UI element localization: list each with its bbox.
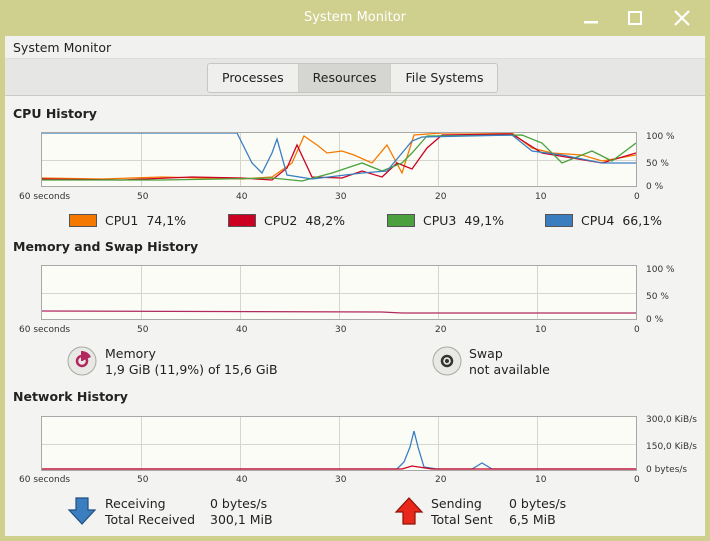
cpu-xtick-20: 20 [435, 192, 447, 202]
cpu-xtick-50: 50 [137, 192, 149, 202]
tab-processes[interactable]: Processes [208, 64, 299, 92]
legend-cpu4[interactable]: CPU4 66,1% [545, 213, 662, 228]
memory-trace [42, 310, 636, 314]
cpu2-value: 48,2% [305, 213, 346, 228]
cpu-history-plot [42, 133, 636, 186]
sending-info: Sending Total Sent [431, 496, 493, 528]
cpu1-swatch[interactable] [69, 214, 97, 227]
cpu4-label: CPU4 [581, 213, 615, 228]
cpu-ytick-0: 0 % [646, 182, 664, 192]
toolbar: Processes Resources File Systems [5, 58, 705, 96]
cpu-history-title: CPU History [13, 106, 97, 121]
network-history-plot [42, 417, 636, 470]
minimize-icon [584, 21, 598, 24]
net-ytick-150: 150,0 KiB/s [646, 442, 697, 452]
cpu-xtick-60: 60 seconds [19, 192, 71, 202]
net-xtick-0: 0 [634, 475, 640, 485]
close-icon [674, 10, 690, 26]
net-xtick-40: 40 [236, 475, 248, 485]
net-xtick-10: 10 [535, 475, 547, 485]
net-xtick-50: 50 [137, 475, 149, 485]
cpu-xtick-40: 40 [236, 192, 248, 202]
total-received-value: 300,1 MiB [210, 512, 273, 527]
network-history-graph [41, 416, 637, 471]
minimize-button[interactable] [580, 8, 602, 28]
swap-info: Swap not available [469, 346, 550, 378]
title-bar: System Monitor [0, 0, 710, 36]
cpu4-trace [42, 133, 636, 180]
cpu-ytick-50: 50 % [646, 159, 669, 169]
tab-resources[interactable]: Resources [298, 64, 392, 92]
cpu3-label: CPU3 [423, 213, 457, 228]
memory-pie-icon[interactable] [67, 346, 97, 376]
total-received-label: Total Received [105, 512, 196, 527]
cpu4-value: 66,1% [622, 213, 663, 228]
cpu3-swatch[interactable] [387, 214, 415, 227]
mem-xtick-20: 20 [435, 325, 447, 335]
cpu-history-graph [41, 132, 637, 187]
net-xtick-30: 30 [335, 475, 347, 485]
cpu-ytick-100: 100 % [646, 132, 675, 142]
memory-label: Memory [105, 346, 156, 361]
sending-label: Sending [431, 496, 482, 511]
memory-value: 1,9 GiB (11,9%) of 15,6 GiB [105, 362, 278, 377]
mem-xtick-30: 30 [335, 325, 347, 335]
legend-cpu1[interactable]: CPU1 74,1% [69, 213, 186, 228]
receiving-arrow-icon[interactable] [67, 496, 97, 526]
memory-history-title: Memory and Swap History [13, 239, 199, 254]
mem-xtick-40: 40 [236, 325, 248, 335]
sending-arrow-icon[interactable] [394, 496, 424, 526]
cpu-xtick-10: 10 [535, 192, 547, 202]
cpu-xtick-0: 0 [634, 192, 640, 202]
net-xtick-20: 20 [435, 475, 447, 485]
swap-value: not available [469, 362, 550, 377]
cpu4-swatch[interactable] [545, 214, 573, 227]
main-window: System Monitor Processes Resources File … [5, 36, 705, 536]
cpu3-trace [42, 134, 636, 182]
app-menu[interactable]: System Monitor [13, 40, 112, 55]
receiving-values: 0 bytes/s 300,1 MiB [210, 496, 273, 528]
tab-file-systems[interactable]: File Systems [405, 70, 484, 85]
close-button[interactable] [671, 8, 693, 28]
legend-cpu2[interactable]: CPU2 48,2% [228, 213, 345, 228]
cpu2-swatch[interactable] [228, 214, 256, 227]
mem-xtick-60: 60 seconds [19, 325, 71, 335]
memory-history-plot [42, 266, 636, 319]
total-sent-value: 6,5 MiB [509, 512, 556, 527]
sending-trace [42, 465, 636, 470]
view-switcher: Processes Resources File Systems [207, 63, 499, 93]
legend-cpu3[interactable]: CPU3 49,1% [387, 213, 504, 228]
memory-info: Memory 1,9 GiB (11,9%) of 15,6 GiB [105, 346, 278, 378]
maximize-button[interactable] [624, 8, 646, 28]
sending-values: 0 bytes/s 6,5 MiB [509, 496, 566, 528]
swap-label: Swap [469, 346, 503, 361]
sending-value: 0 bytes/s [509, 496, 567, 511]
cpu1-label: CPU1 [105, 213, 139, 228]
cpu2-label: CPU2 [264, 213, 298, 228]
swap-pie-icon[interactable] [432, 346, 462, 376]
receiving-value: 0 bytes/s [210, 496, 268, 511]
receiving-info: Receiving Total Received [105, 496, 195, 528]
memory-history-graph [41, 265, 637, 320]
total-sent-label: Total Sent [431, 512, 493, 527]
net-ytick-300: 300,0 KiB/s [646, 415, 697, 425]
mem-ytick-50: 50 % [646, 292, 669, 302]
cpu-xtick-30: 30 [335, 192, 347, 202]
menu-bar: System Monitor [5, 36, 705, 58]
maximize-icon [628, 11, 642, 25]
window-title: System Monitor [303, 10, 407, 25]
receiving-trace [42, 430, 636, 470]
cpu3-value: 49,1% [464, 213, 505, 228]
mem-xtick-0: 0 [634, 325, 640, 335]
mem-xtick-10: 10 [535, 325, 547, 335]
mem-ytick-0: 0 % [646, 315, 664, 325]
net-xtick-60: 60 seconds [19, 475, 71, 485]
cpu1-value: 74,1% [146, 213, 187, 228]
network-history-title: Network History [13, 389, 128, 404]
net-ytick-0: 0 bytes/s [646, 465, 688, 475]
receiving-label: Receiving [105, 496, 166, 511]
mem-xtick-50: 50 [137, 325, 149, 335]
mem-ytick-100: 100 % [646, 265, 675, 275]
